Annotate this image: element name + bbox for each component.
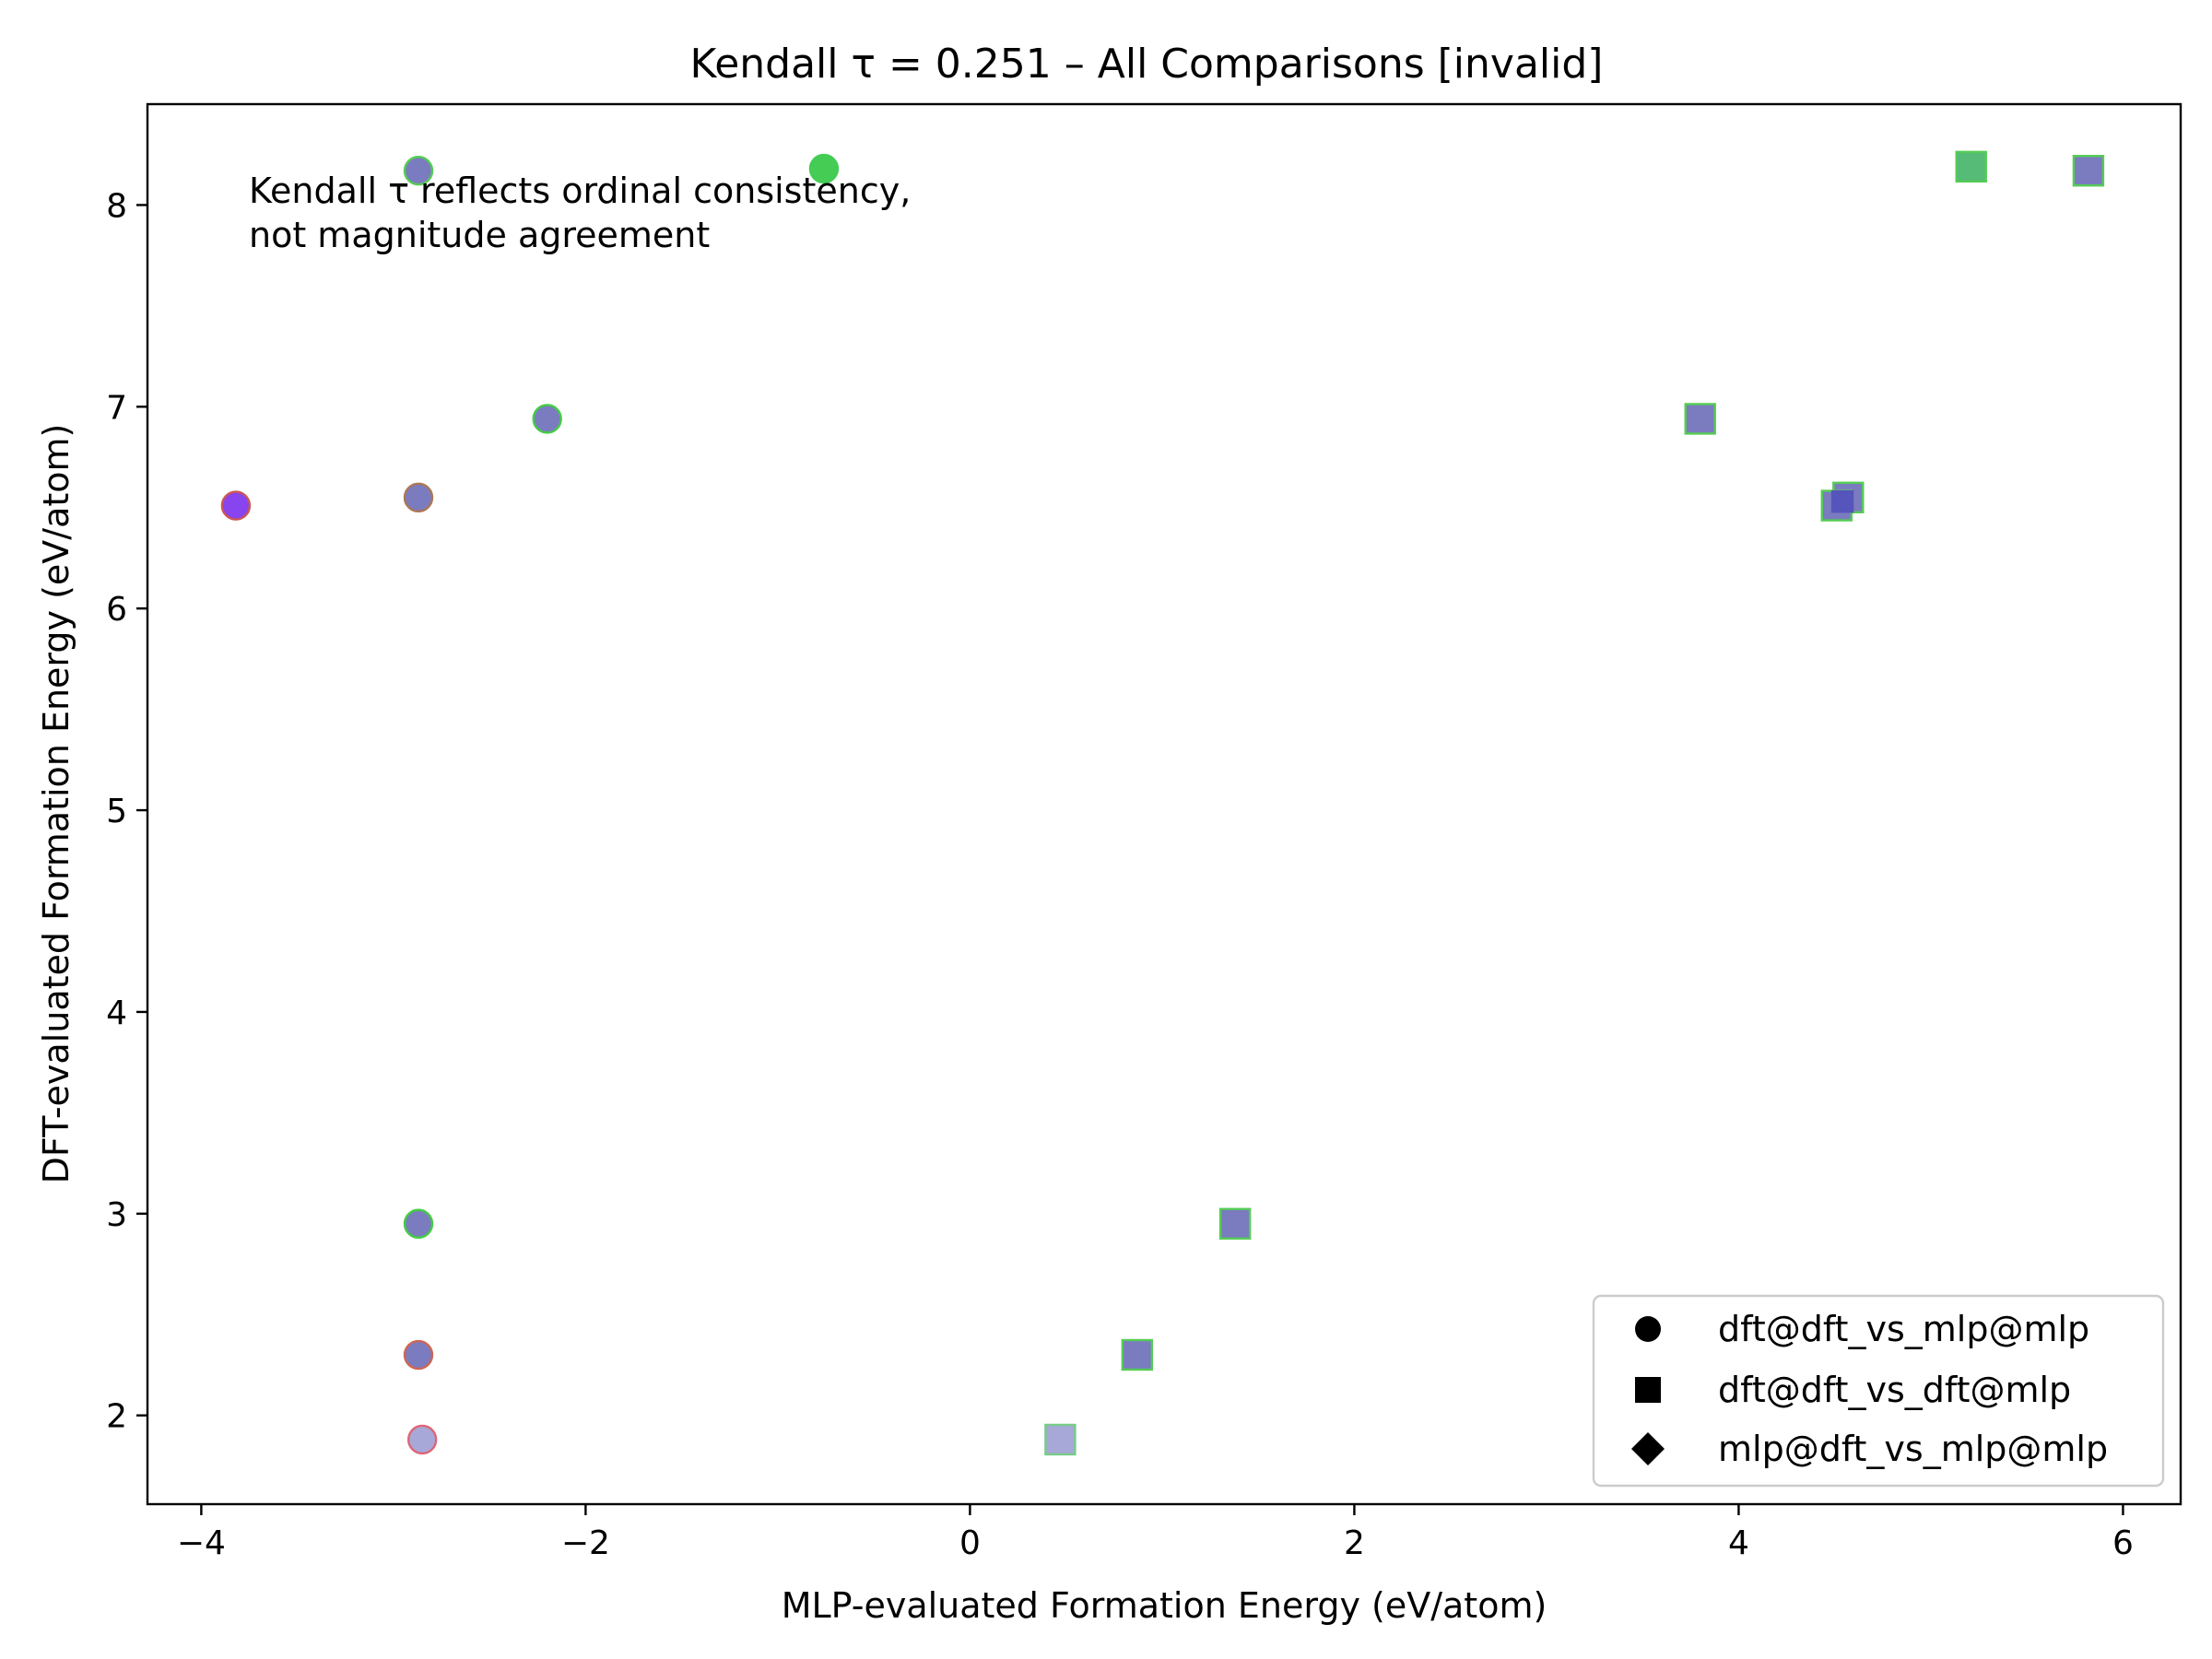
y-tick-label: 2 <box>106 1398 127 1436</box>
data-point-square <box>1218 1207 1252 1240</box>
legend-label-series-1: dft@dft_vs_mlp@mlp <box>1718 1309 2089 1349</box>
legend-diamond-marker <box>1631 1432 1665 1465</box>
data-point-square <box>1121 1338 1154 1371</box>
legend-square-marker <box>1635 1377 1661 1403</box>
x-tick-label: −2 <box>561 1524 610 1562</box>
legend-label-series-3: mlp@dft_vs_mlp@mlp <box>1718 1429 2108 1469</box>
y-tick-label: 5 <box>106 793 127 830</box>
legend-label-series-2: dft@dft_vs_dft@mlp <box>1718 1370 2071 1410</box>
x-tick-label: 0 <box>959 1524 981 1562</box>
data-point-circle <box>532 404 562 434</box>
y-tick-label: 3 <box>106 1196 127 1234</box>
data-point-circle <box>403 482 434 513</box>
data-points <box>220 150 2105 1456</box>
legend-circle-marker <box>1635 1316 1661 1342</box>
y-tick-label: 7 <box>106 389 127 427</box>
y-axis-ticks: 2 3 4 5 6 7 8 <box>106 187 147 1436</box>
plot-frame <box>146 102 2183 1506</box>
annotation-line-2: not magnitude agreement <box>249 215 710 255</box>
x-tick-label: −4 <box>177 1524 226 1562</box>
x-tick-label: 6 <box>2112 1524 2134 1562</box>
legend: dft@dft_vs_mlp@mlp dft@dft_vs_dft@mlp ml… <box>1592 1294 2165 1488</box>
data-point-circle <box>403 1208 434 1239</box>
data-point-square <box>1955 150 1987 183</box>
annotation-line-1: Kendall τ reflects ordinal consistency, <box>249 171 911 211</box>
data-point-circle <box>403 1339 434 1371</box>
chart-title: Kendall τ = 0.251 – All Comparisons [inv… <box>690 41 1604 88</box>
data-point-square <box>2072 155 2105 187</box>
data-point-circle <box>808 153 840 184</box>
x-axis-ticks: −4 −2 0 2 4 6 <box>177 1504 2134 1562</box>
data-point-circle <box>403 156 434 186</box>
y-tick-label: 6 <box>106 591 127 629</box>
data-point-square <box>1044 1423 1077 1456</box>
y-tick-label: 4 <box>106 994 127 1032</box>
x-tick-label: 2 <box>1344 1524 1365 1562</box>
x-tick-label: 4 <box>1728 1524 1749 1562</box>
x-axis-label: MLP-evaluated Formation Energy (eV/atom) <box>782 1585 1547 1626</box>
data-point-circle <box>406 1424 438 1455</box>
data-point-square <box>1830 489 1854 513</box>
legend-box <box>1592 1294 2165 1488</box>
y-axis-label: DFT-evaluated Formation Energy (eV/atom) <box>36 424 76 1184</box>
data-point-circle <box>220 490 252 521</box>
y-tick-label: 8 <box>106 187 127 225</box>
data-point-square <box>1684 403 1716 435</box>
